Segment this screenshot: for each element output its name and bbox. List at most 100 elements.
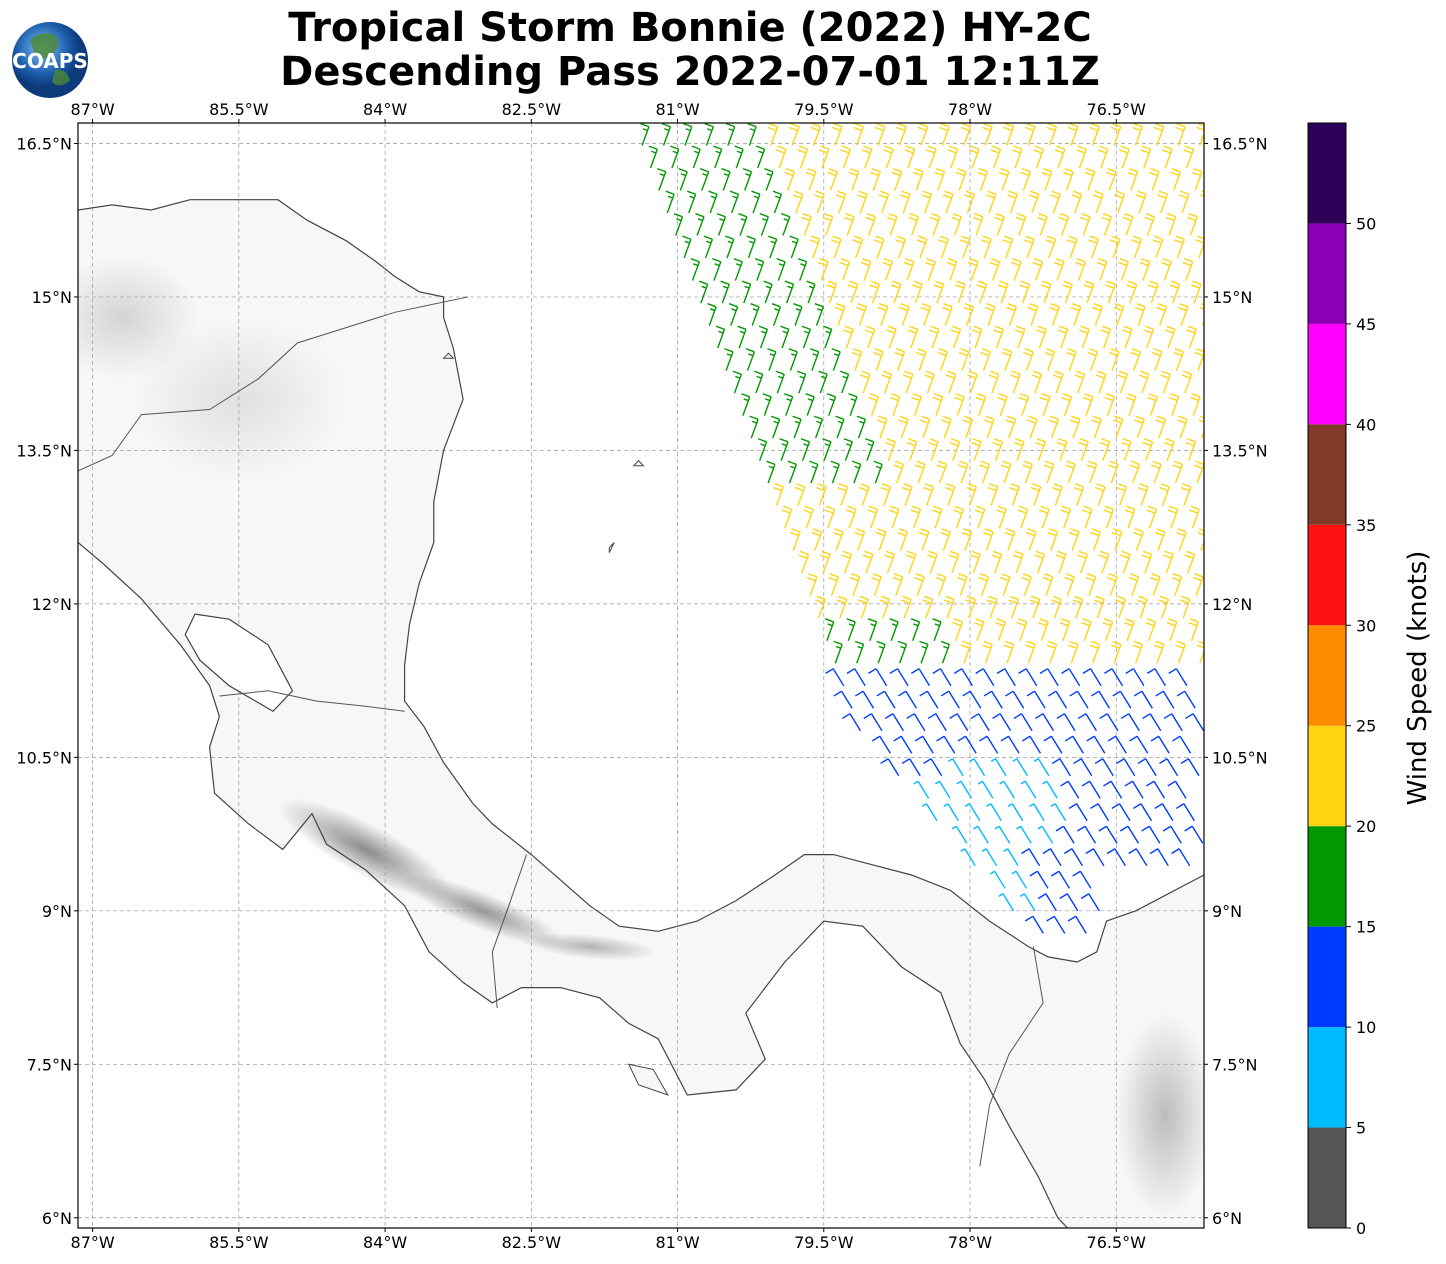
wind-barb: [1171, 573, 1183, 596]
wind-barb: [823, 325, 833, 349]
wind-barb: [928, 325, 940, 349]
wind-barb: [1050, 870, 1071, 889]
wind-barb: [716, 213, 727, 236]
wind-barb: [870, 167, 881, 191]
wind-barb: [1148, 123, 1150, 124]
wind-barb: [1086, 460, 1098, 484]
wind-barb: [1175, 803, 1195, 822]
wind-barb: [1114, 190, 1126, 214]
wind-barb: [898, 415, 909, 439]
wind-barb: [954, 393, 965, 416]
wind-barb: [806, 573, 818, 596]
wind-barb: [957, 573, 968, 596]
wind-barb: [686, 190, 697, 214]
wind-barb: [1029, 595, 1041, 619]
wind-barb: [874, 123, 886, 146]
wind-barb: [1056, 438, 1068, 461]
wind-barb: [910, 505, 922, 529]
wind-barb: [846, 668, 866, 687]
wind-barb: [1161, 258, 1172, 281]
wind-barb: [1086, 735, 1106, 754]
wind-barb: [923, 483, 935, 506]
wind-barb: [992, 713, 1012, 732]
wind-barb: [1039, 505, 1050, 529]
wind-barb: [772, 190, 783, 214]
wind-barb: [1051, 595, 1062, 619]
wind-barb: [988, 370, 1000, 394]
wind-barb: [712, 258, 722, 281]
wind-barb: [819, 550, 831, 574]
wind-barb: [1037, 893, 1057, 912]
wind-barb: [1057, 325, 1069, 349]
colorbar-bin: [1308, 223, 1346, 324]
wind-barb: [960, 640, 972, 664]
wind-barb: [953, 505, 964, 529]
wind-barb: [901, 758, 921, 777]
wind-barb: [721, 167, 731, 191]
wind-barb: [1153, 123, 1165, 146]
wind-barb: [861, 145, 873, 169]
wind-barb: [1062, 280, 1073, 304]
wind-barb: [979, 735, 999, 754]
wind-barb: [950, 325, 962, 349]
wind-barb: [1137, 758, 1157, 777]
wind-barb: [1175, 123, 1186, 146]
wind-barb: [1131, 235, 1142, 259]
wind-barb: [899, 303, 910, 326]
wind-barb: [873, 460, 883, 484]
wind-barb: [741, 393, 751, 416]
wind-barb: [792, 415, 802, 439]
wind-barb: [1189, 505, 1200, 529]
wind-barb: [801, 213, 812, 236]
wind-barb: [1014, 325, 1026, 349]
wind-barb: [1116, 483, 1128, 506]
wind-barb: [1193, 460, 1204, 484]
wind-barb: [1132, 123, 1143, 146]
wind-barb: [951, 825, 968, 844]
wind-barb: [880, 483, 892, 506]
wind-barb: [1052, 370, 1064, 394]
wind-barb: [1000, 735, 1020, 754]
wind-barb: [1127, 167, 1139, 191]
wind-barb: [1170, 167, 1182, 191]
wind-barb: [831, 348, 841, 371]
wind-barb: [967, 370, 978, 394]
wind-barb: [1035, 713, 1055, 732]
wind-barb: [1050, 190, 1061, 214]
wind-barb: [1092, 303, 1103, 326]
wind-barb: [1001, 348, 1013, 371]
wind-barb: [789, 235, 799, 259]
colorbar-tick-label: 25: [1356, 717, 1376, 736]
wind-barb: [889, 393, 901, 416]
wind-barb: [1165, 213, 1177, 236]
wind-barb: [1123, 618, 1135, 641]
wind-barb: [1145, 618, 1157, 641]
wind-barb: [1096, 258, 1108, 281]
wind-barb: [1085, 848, 1105, 867]
wind-barb: [964, 803, 981, 822]
wind-barb: [1021, 848, 1041, 867]
wind-barb: [1120, 550, 1131, 574]
wind-barb: [1028, 190, 1040, 214]
wind-barb: [1102, 618, 1114, 641]
wind-barb: [1104, 668, 1124, 687]
wind-barb: [787, 460, 798, 484]
island: [632, 459, 645, 467]
wind-barb: [708, 190, 718, 214]
wind-barb: [767, 348, 777, 371]
wind-barb: [1016, 825, 1032, 844]
wind-barb: [1142, 713, 1162, 732]
wind-barb: [1011, 870, 1028, 889]
wind-barb: [670, 145, 680, 169]
wind-barb: [1018, 393, 1030, 416]
colorbar-bin: [1308, 725, 1346, 827]
wind-barb: [1079, 213, 1091, 236]
wind-barb: [1029, 870, 1049, 889]
wind-barb: [847, 280, 859, 304]
wind-barb: [1029, 803, 1045, 822]
wind-barb: [1159, 483, 1171, 506]
wind-barb: [890, 280, 902, 304]
wind-barb: [846, 505, 857, 529]
title-line-2: Descending Pass 2022-07-01 12:11Z: [280, 49, 1100, 95]
wind-barb: [806, 280, 816, 304]
